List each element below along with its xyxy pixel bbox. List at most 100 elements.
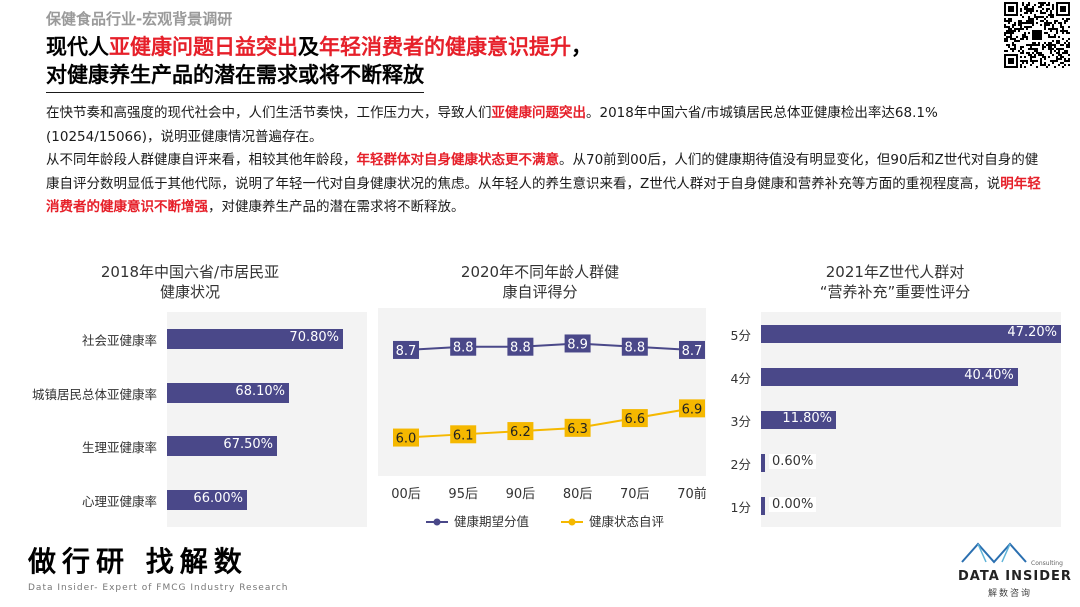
title-segment: 年轻消费者的健康意识提升 [319,35,571,59]
data-label: 8.8 [624,341,645,356]
chart2-title-line1: 2020年不同年龄人群健 [460,263,620,281]
bar [761,453,765,472]
chart2-title: 2020年不同年龄人群健 康自评得分 [430,262,650,302]
data-label: 6.1 [453,428,474,443]
chart3-title: 2021年Z世代人群对 “营养补充”重要性评分 [775,262,1015,302]
category-label: 1分 [730,499,751,515]
logo-subtitle: 解数咨询 [988,589,1033,599]
paragraph-text: 在快节奏和高强度的现代社会中，人们生活节奏快，工作压力大，导致人们 [46,105,492,121]
bar [167,382,289,403]
category-label: 城镇居民总体亚健康率 [31,386,157,402]
category-label: 生理亚健康率 [81,440,157,456]
category-label: 3分 [730,413,751,429]
data-label: 6.9 [682,402,703,417]
category-label: 5分 [730,327,751,343]
bar [167,328,343,349]
bar [167,490,247,511]
bar-value-label: 67.50% [223,437,273,453]
x-tick-label: 90后 [506,487,536,502]
bar-value-label: 0.00% [769,496,817,512]
footer-subtitle: Data Insider- Expert of FMCG Industry Re… [28,583,289,593]
data-label: 8.7 [396,344,417,359]
bar-value-label: 0.60% [769,453,817,469]
chart1-title: 2018年中国六省/市居民亚 健康状况 [70,262,310,302]
chart1-bar-chart: 社会亚健康率 70.80% 城镇居民总体亚健康率 68.10% 生理亚健康率 67.50%… [10,312,370,527]
chart1-title-line2: 健康状况 [159,283,220,301]
title-line-2: 对健康养生产品的潜在需求或将不断释放 [46,63,424,87]
title-divider [46,92,424,93]
bar-value-label: 47.20% [1007,324,1057,340]
x-tick-label: 00后 [391,487,421,502]
x-tick-label: 95后 [448,487,478,502]
bar-value-label: 68.10% [235,383,285,399]
legend-label: 健康状态自评 [589,514,664,529]
highlight-text: 亚健康问题突出 [491,105,587,121]
data-label-box [621,337,648,356]
category-label: 社会亚健康率 [81,332,157,348]
paragraph-text: 从不同年龄段人群健康自评来看，相较其他年龄段， [46,152,357,168]
data-label: 8.8 [510,341,531,356]
logo-text: DATA INSIDER [958,569,1072,584]
data-label: 6.0 [396,432,417,447]
legend-marker [433,518,441,526]
chart3-title-line2: “营养补充”重要性评分 [819,283,971,301]
x-tick-label: 70前 [677,486,706,502]
data-label-box [450,425,477,444]
legend-marker [568,518,576,526]
data-label: 8.9 [567,337,588,352]
chart3-bar-chart: 5分 47.20% 4分 40.40% 3分 11.80% 2分 0.60% 1分 0.00% [713,312,1073,527]
data-label-box [393,428,419,447]
data-label: 8.7 [682,344,703,359]
paragraph-text: 。从70前到00后，人们的健康期待值没有明显变化，但90后和Z世代对自身的健康自… [46,152,1039,192]
bar [761,367,1018,386]
data-label-box [507,422,534,441]
title-line-1: 现代人亚健康问题日益突出及年轻消费者的健康意识提升， [46,33,946,61]
data-label: 6.3 [567,422,588,437]
category-label: 4分 [730,370,751,386]
chart3-title-line1: 2021年Z世代人群对 [825,263,965,281]
bar-value-label: 40.40% [964,367,1014,383]
x-tick-label: 70后 [620,487,650,502]
category-label: 2分 [730,456,751,472]
data-insider-logo-icon [961,542,1027,564]
footer-slogan: 做行研 找解数 [28,545,248,578]
page-title: 现代人亚健康问题日益突出及年轻消费者的健康意识提升， 对健康养生产品的潜在需求或… [46,33,946,89]
chart2-line-chart: 8.7 8.8 8.8 8.9 8.8 8.7 6.0 6.1 6.2 6.3 6.6 6.9 00后 9… [378,308,706,529]
body-paragraph: 从不同年龄段人群健康自评来看，相较其他年龄段，年轻群体对自身健康状态更不满意。从… [46,149,1046,220]
bar [167,436,277,457]
section-kicker: 保健食品行业-宏观背景调研 [46,10,233,28]
bar [761,410,836,429]
highlight-text: 年轻群体对自身健康状态更不满意 [356,152,560,168]
paragraph-text: ，对健康养生产品的潜在需求将不断释放。 [208,199,465,215]
data-label-box [621,409,648,428]
bar-value-label: 70.80% [289,329,339,345]
title-segment: 现代人 [46,35,109,59]
qr-code-icon [1004,2,1070,68]
highlight-text: 明年轻消费者的健康意识不断增强 [46,175,1041,216]
data-label-box [564,418,591,437]
data-label-box [679,399,705,418]
bar [761,496,765,515]
bar-value-label: 66.00% [193,491,243,507]
title-segment: 亚健康问题日益突出 [109,35,298,59]
data-label: 6.2 [510,425,531,440]
title-segment: 及 [298,35,319,59]
data-label-box [393,340,419,359]
bar-value-label: 11.80% [782,410,832,426]
chart1-title-line1: 2018年中国六省/市居民亚 [100,263,280,281]
logo-consulting-text: Consulting [1031,560,1063,567]
category-label: 心理亚健康率 [81,494,157,510]
bar [761,324,1061,343]
paragraph-text: 。2018年中国六省/市城镇居民总体亚健康检出率达68.1%(10254/150… [46,105,938,145]
data-label-box [679,340,705,359]
x-tick-label: 80后 [563,487,593,502]
body-paragraph: 在快节奏和高强度的现代社会中，人们生活节奏快，工作压力大，导致人们亚健康问题突出… [46,102,1046,149]
data-label: 8.8 [453,341,474,356]
chart2-title-line2: 康自评得分 [502,283,578,301]
body-text: 在快节奏和高强度的现代社会中，人们生活节奏快，工作压力大，导致人们亚健康问题突出… [46,102,1046,220]
title-segment: ， [571,35,592,59]
data-label-box [564,334,591,353]
data-label-box [507,337,534,356]
legend-label: 健康期望分值 [454,514,529,529]
data-label: 6.6 [624,412,645,427]
